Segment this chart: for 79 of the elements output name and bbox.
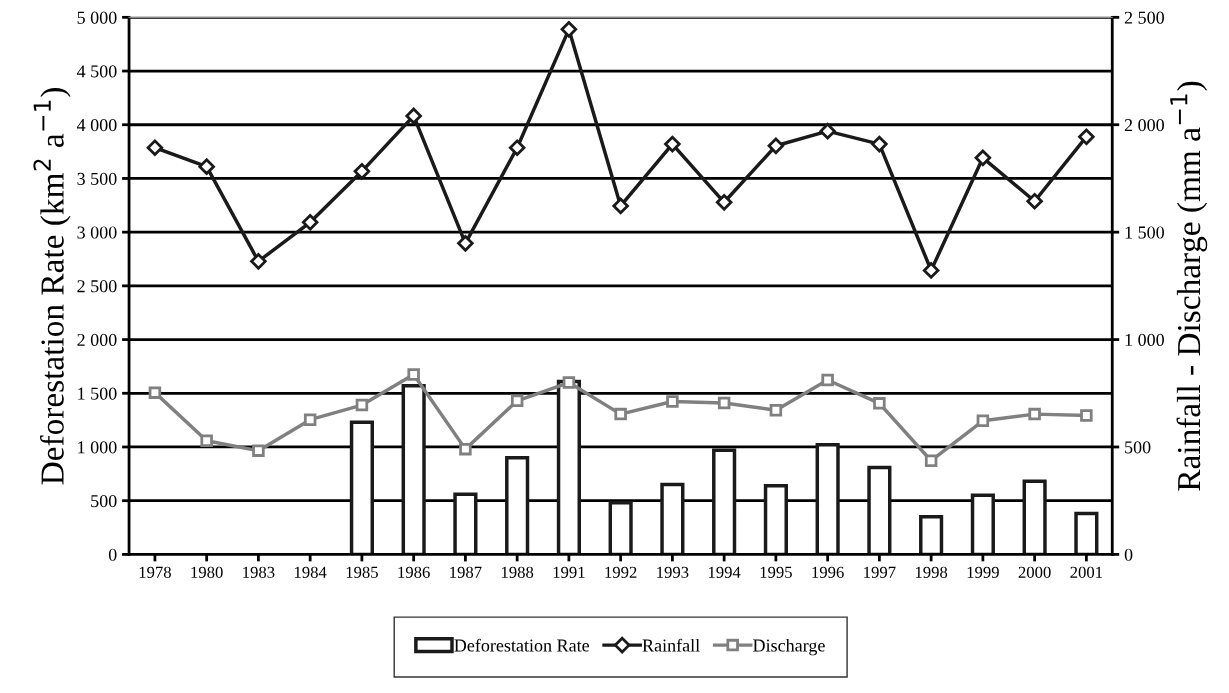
x-tick-label: 1996	[812, 566, 844, 578]
point	[666, 395, 679, 408]
x-tick-label: 1988	[501, 566, 534, 578]
y-tick-label: 1 500	[78, 387, 117, 400]
point	[200, 434, 213, 448]
point	[974, 149, 992, 167]
point	[459, 442, 472, 456]
y-axis-title: Deforestation Rate (km$^{2}$ a$^{−1}$)	[33, 88, 71, 485]
y-tick-label: 3 000	[77, 226, 117, 239]
point	[821, 373, 834, 387]
x-tick-label: 1995	[760, 566, 792, 578]
point	[1026, 192, 1043, 210]
point	[819, 122, 836, 140]
point	[355, 398, 369, 412]
y-tick-label: 2 500	[77, 280, 117, 293]
y2-tick-label: 0	[1124, 548, 1133, 561]
point	[252, 444, 265, 457]
y-tick-label: 0	[108, 548, 117, 561]
point	[1028, 407, 1041, 421]
x-tick-label: 1983	[243, 566, 275, 578]
point	[508, 139, 526, 156]
point	[767, 137, 785, 155]
x-tick-label: 1998	[915, 566, 948, 578]
x-tick-label: 1987	[450, 566, 482, 578]
y2-tick-label: 500	[1125, 441, 1151, 454]
y-tick-label: 3 500	[77, 172, 117, 185]
y2-tick-label: 2 500	[1124, 11, 1164, 24]
point	[198, 158, 215, 175]
legend-label: Deforestation Rate	[454, 638, 590, 652]
point	[405, 107, 422, 125]
point	[871, 135, 888, 153]
point	[457, 235, 474, 252]
point	[301, 214, 319, 231]
y-tick-label: 1 000	[78, 441, 117, 454]
point	[146, 139, 164, 156]
x-tick-label: 1980	[191, 566, 223, 578]
legend-label: Rainfall	[642, 638, 700, 652]
y-tick-label: 4 000	[76, 119, 117, 132]
point	[1080, 409, 1093, 422]
x-tick-label: 1994	[708, 566, 741, 578]
point	[873, 397, 886, 410]
point	[510, 394, 524, 408]
point	[976, 414, 990, 428]
point	[715, 194, 733, 211]
point	[407, 368, 420, 381]
y2-tick-label: 2 000	[1124, 119, 1164, 132]
legend-label: Discharge	[753, 638, 825, 656]
y-tick-label: 5 000	[77, 11, 117, 24]
point	[769, 404, 783, 417]
y2-tick-label: 1 000	[1125, 333, 1164, 347]
x-tick-label: 1993	[657, 566, 689, 578]
y-tick-label: 4 500	[76, 65, 117, 78]
x-tick-label: 1992	[605, 566, 637, 578]
y2-tick-label: 1 500	[1125, 226, 1164, 239]
point	[560, 21, 578, 38]
x-tick-label: 2001	[1070, 566, 1103, 578]
point	[353, 163, 371, 180]
point	[664, 135, 681, 153]
point	[717, 396, 731, 410]
y2-axis-title: Rainfall - Discharge (mm a$^{−1}$)	[1170, 81, 1208, 491]
x-tick-label: 1999	[967, 566, 999, 578]
point	[924, 454, 938, 467]
point	[562, 376, 576, 389]
point	[614, 407, 627, 421]
y-tick-label: 500	[91, 494, 117, 508]
x-tick-label: 1991	[553, 566, 585, 578]
y-tick-label: 2 000	[77, 333, 117, 347]
point	[922, 262, 940, 279]
point	[1078, 128, 1095, 146]
x-tick-label: 2000	[1018, 566, 1051, 578]
x-tick-label: 1997	[864, 566, 896, 578]
x-tick-label: 1985	[346, 566, 378, 578]
x-tick-label: 1984	[294, 566, 327, 578]
point	[303, 413, 317, 426]
point	[612, 197, 629, 215]
x-tick-label: 1986	[398, 566, 430, 578]
point	[148, 386, 162, 399]
point	[250, 253, 267, 270]
x-tick-label: 1978	[139, 566, 171, 578]
